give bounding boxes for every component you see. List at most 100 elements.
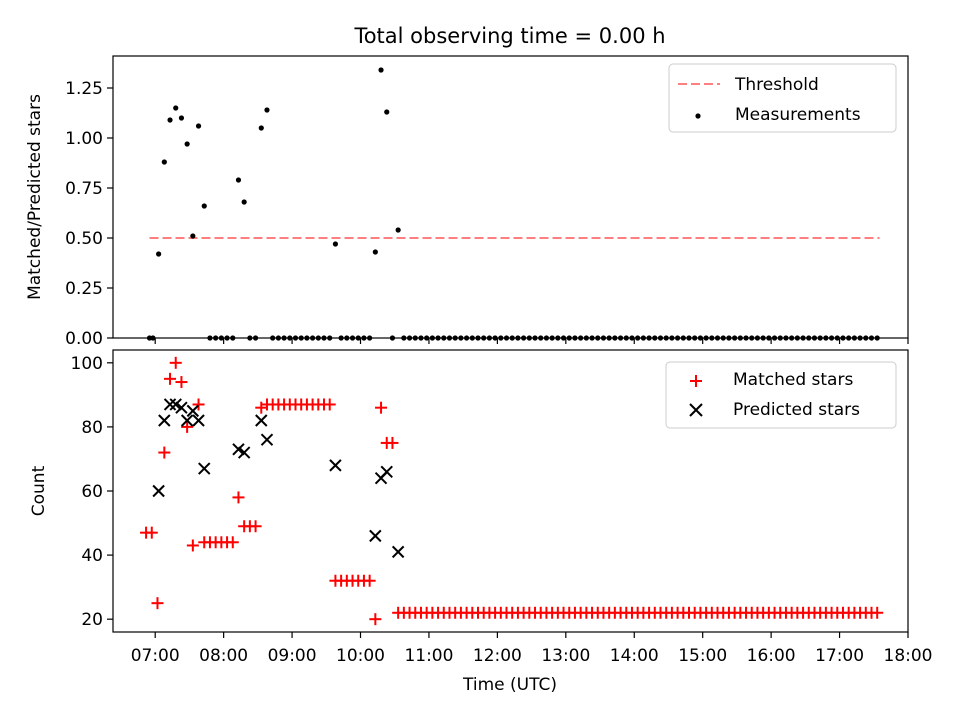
count-x-tick-label: 09:00 [268,646,317,666]
predicted-star-point [255,414,268,427]
matched-star-point [375,401,388,414]
count-panel: 20 40 60 80 100 07:00 08:00 09:00 10:00 11:00 12:… [29,349,933,695]
ratio-panel: 0.00 0.25 0.50 0.75 1.00 1.25 Matched/Predict… [25,55,909,349]
count-x-tick-label: 11:00 [404,646,453,666]
predicted-star-point [380,465,393,478]
ratio-axes-frame [112,55,909,339]
predicted-star-point [186,404,200,418]
measurement-point [395,227,401,233]
matched-star-point [164,372,177,385]
predicted-star-point [198,462,211,475]
predicted-star-point [152,484,165,498]
measurement-point [372,249,378,255]
ratio-y-tick-label: 0.00 [65,329,103,349]
measurement-point [167,117,173,123]
measurements-legend-swatch [695,113,701,119]
predicted-star-point [180,414,194,427]
chart-title: Total observing time = 0.00 h [353,24,665,48]
matched-star-point [192,398,205,411]
measurement-point [201,203,207,209]
count-y-axis-label: Count [29,465,49,516]
matched-star-point [181,420,194,433]
measurement-point [178,115,185,121]
measurement-point [264,107,270,113]
matched-star-point [871,606,884,619]
measurement-point [173,105,179,111]
measurement-point [156,251,162,257]
matched-star-point [158,446,171,459]
predicted-star-point [329,459,342,472]
count-x-tick-label: 12:00 [473,646,522,666]
predicted-legend-label: Predicted stars [733,400,860,420]
matched-star-point [145,526,158,539]
predicted-star-point [169,398,182,411]
count-x-tick-label: 16:00 [747,646,796,666]
matched-star-point [386,436,399,449]
count-legend-frame [665,361,897,429]
count-x-tick-label: 17:00 [815,646,864,666]
ratio-y-ticks: 0.00 0.25 0.50 0.75 1.00 1.25 [65,79,113,349]
count-y-tick-label: 20 [81,610,103,630]
matched-star-point [186,539,199,552]
matched-star-point [323,398,336,411]
count-x-tick-label: 10:00 [336,646,385,666]
count-y-tick-label: 100 [71,354,103,374]
count-y-tick-label: 40 [81,546,103,566]
count-y-ticks: 20 40 60 80 100 [71,354,113,630]
count-y-tick-label: 80 [81,418,103,438]
measurement-point [195,123,202,129]
matched-legend-label: Matched stars [733,370,853,390]
measurement-point [332,241,339,247]
predicted-star-point [369,529,382,543]
ratio-y-tick-label: 0.25 [65,279,103,299]
matched-star-point [169,356,182,369]
predicted-star-point [391,545,405,559]
measurement-point [190,233,196,239]
ratio-y-tick-label: 0.75 [65,179,103,199]
ratio-y-axis-label: Matched/Predicted stars [25,94,45,300]
predicted-legend-swatch [689,403,703,417]
matched-star-point [175,376,188,389]
ratio-x-ticks [154,338,909,344]
ratio-legend: Threshold Measurements [668,63,897,133]
measurements-legend-label: Measurements [735,105,861,125]
count-x-tick-label: 13:00 [541,646,590,666]
predicted-star-point [232,443,245,456]
predicted-star-point [175,401,188,414]
ratio-y-tick-label: 0.50 [65,229,103,249]
threshold-legend-label: Threshold [734,75,819,95]
count-x-tick-label: 15:00 [678,646,727,666]
ratio-y-tick-label: 1.25 [65,79,103,99]
measurement-point [161,159,167,165]
matched-star-point [232,491,245,504]
measurement-point [235,177,242,183]
count-x-tick-label: 18:00 [884,646,933,666]
predicted-star-point [158,414,171,427]
matched-star-point [151,597,164,610]
x-axis-label: Time (UTC) [462,675,557,695]
count-x-ticks: 07:00 08:00 09:00 10:00 11:00 12:00 13:00 14:00… [131,632,933,666]
ratio-y-tick-label: 1.00 [65,129,103,149]
predicted-star-point [237,446,251,459]
measurement-point [184,141,190,147]
measurement-point [384,109,390,115]
count-x-tick-label: 07:00 [131,646,180,666]
matched-legend-swatch [690,375,702,387]
count-x-tick-label: 08:00 [199,646,248,666]
matched-star-point [363,574,376,587]
count-plot-area [140,356,884,626]
ratio-legend-frame [668,63,897,133]
matched-star-point [249,520,262,533]
predicted-star-point [163,398,177,411]
count-legend: Matched stars Predicted stars [665,361,897,429]
count-x-tick-label: 14:00 [610,646,659,666]
measurement-point [241,199,247,205]
matched-star-point [226,536,239,549]
measurement-point [258,125,264,131]
predicted-star-point [260,433,274,446]
predicted-star-point [192,414,205,427]
count-y-tick-label: 60 [81,482,103,502]
measurement-point [378,67,384,73]
matched-star-point [369,613,382,626]
